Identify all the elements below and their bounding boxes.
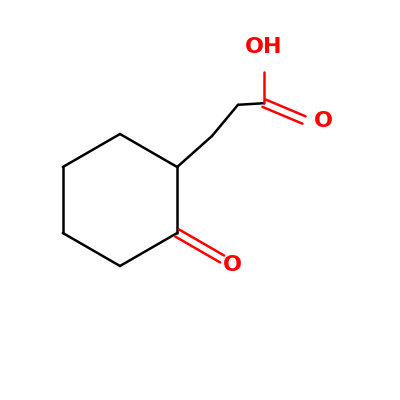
Text: O: O [314, 111, 333, 131]
Text: O: O [223, 255, 242, 275]
Text: OH: OH [245, 37, 283, 57]
